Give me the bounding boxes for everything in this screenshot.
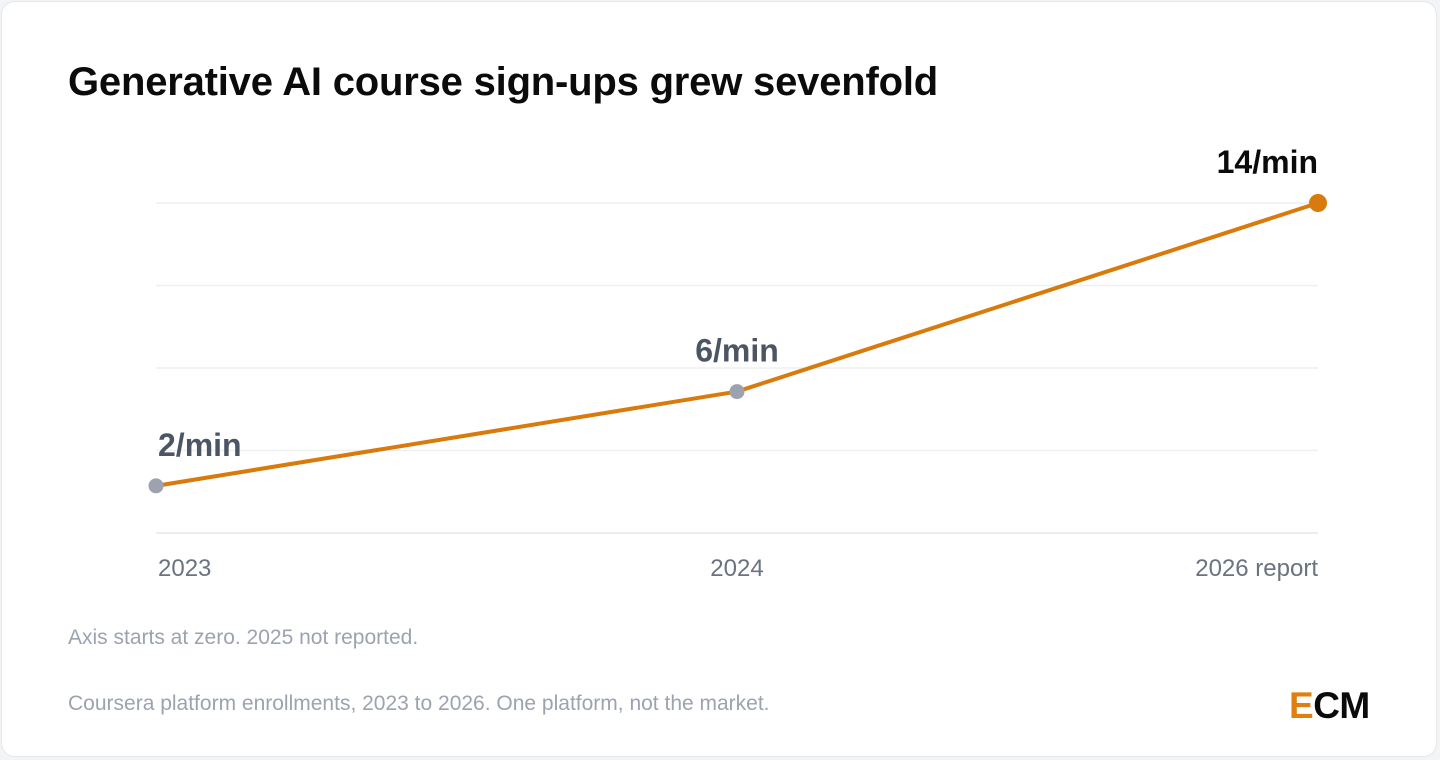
- chart-title: Generative AI course sign‑ups grew seven…: [68, 60, 938, 104]
- axis-note: Axis starts at zero. 2025 not reported.: [68, 626, 419, 649]
- source-note: Coursera platform enrollments, 2023 to 2…: [68, 692, 770, 715]
- logo-accent-letter: E: [1289, 685, 1314, 726]
- data-label: 6/min: [695, 333, 779, 369]
- brand-logo: ECM: [1289, 684, 1370, 728]
- data-point: [1309, 194, 1327, 212]
- x-tick-label: 2026 report: [1195, 555, 1318, 582]
- data-point: [729, 384, 745, 400]
- x-tick-label: 2023: [158, 555, 211, 582]
- line-chart: 2/min 2023 6/min 2024 14/min 2026 report: [148, 144, 1327, 582]
- x-tick-label: 2024: [710, 555, 763, 582]
- logo-text: CM: [1313, 685, 1370, 726]
- data-point: [148, 478, 164, 494]
- data-label: 14/min: [1217, 144, 1318, 180]
- data-label: 2/min: [158, 427, 242, 463]
